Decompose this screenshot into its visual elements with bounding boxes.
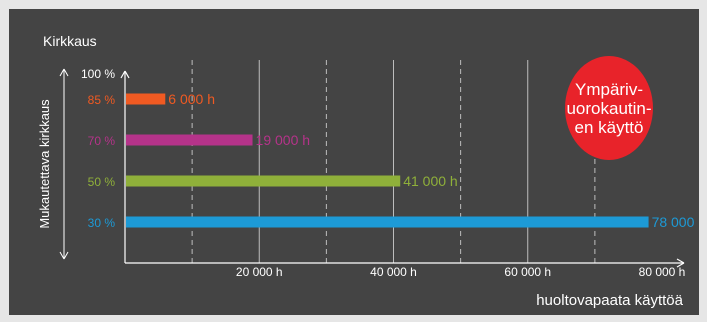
value-label: 19 000 h bbox=[256, 132, 311, 148]
axes bbox=[59, 68, 685, 268]
bars bbox=[126, 93, 649, 228]
x-tick-label: 20 000 h bbox=[236, 265, 283, 279]
x-tick-label: 80 000 h bbox=[639, 265, 686, 279]
brightness-range-arrow-bottom bbox=[59, 251, 69, 260]
x-axis-arrow bbox=[676, 258, 685, 268]
value-label: 78 000 h bbox=[652, 214, 699, 230]
y-axis-label: Mukautettava kirkkaus bbox=[37, 99, 52, 229]
continuous-use-badge: Ympäriv- uorokautin- en käyttö bbox=[565, 56, 653, 160]
bar-3 bbox=[126, 175, 401, 187]
y-axis-arrow bbox=[120, 70, 130, 79]
x-tick-label: 40 000 h bbox=[370, 265, 417, 279]
chart-canvas: Kirkkaus huoltovapaata käyttöä Mukautettav… bbox=[37, 33, 699, 309]
chart-title: Kirkkaus bbox=[43, 33, 97, 49]
badge-text: Ympäriv- uorokautin- en käyttö bbox=[566, 79, 652, 137]
bar-4 bbox=[126, 216, 649, 228]
gridlines bbox=[191, 60, 596, 263]
chart-panel: Kirkkaus huoltovapaata käyttöä Mukautettav… bbox=[9, 9, 699, 315]
category-label: 50 % bbox=[88, 175, 116, 189]
x-tick-label: 60 000 h bbox=[504, 265, 551, 279]
bar-1 bbox=[126, 93, 166, 105]
y-top-label: 100 % bbox=[81, 67, 115, 81]
brightness-range-arrow-top bbox=[59, 68, 69, 77]
labels: Kirkkaus huoltovapaata käyttöä Mukautettav… bbox=[37, 33, 699, 309]
category-label: 30 % bbox=[88, 216, 116, 230]
value-label: 6 000 h bbox=[168, 91, 215, 107]
bar-2 bbox=[126, 134, 253, 146]
x-axis-label: huoltovapaata käyttöä bbox=[536, 292, 683, 309]
category-label: 85 % bbox=[88, 93, 116, 107]
category-label: 70 % bbox=[88, 134, 116, 148]
value-label: 41 000 h bbox=[403, 173, 458, 189]
